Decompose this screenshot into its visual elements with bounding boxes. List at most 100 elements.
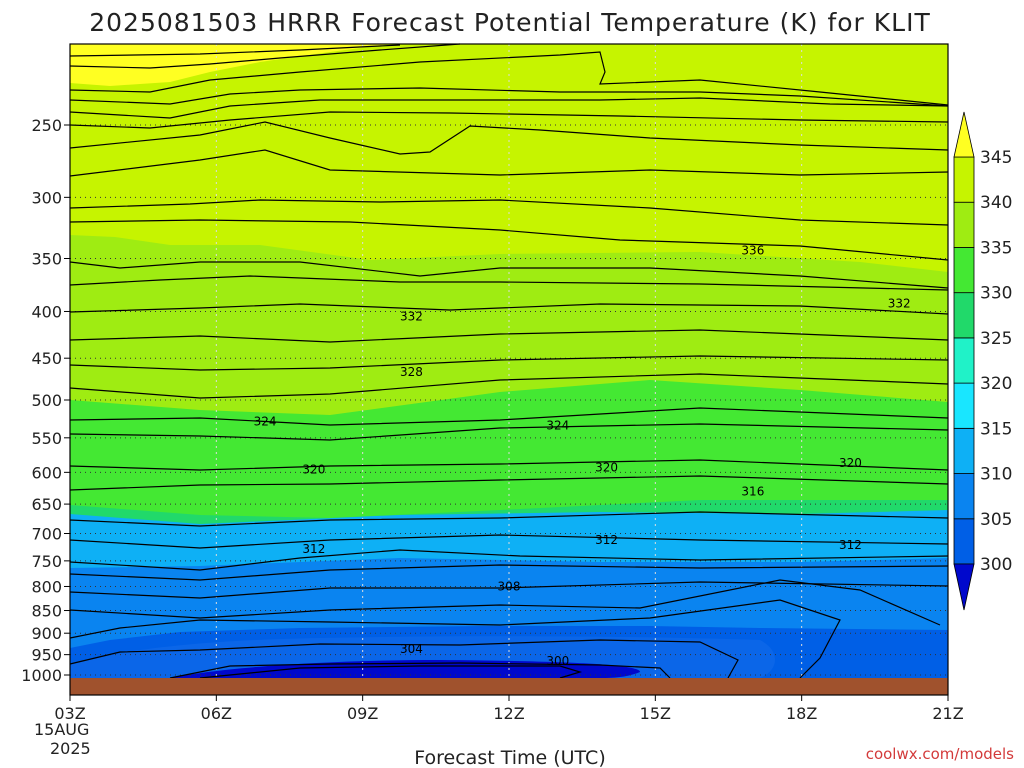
- chart-title: 2025081503 HRRR Forecast Potential Tempe…: [89, 8, 931, 37]
- y-tick-label: 1000: [21, 666, 62, 685]
- contour-line: [69, 373, 949, 399]
- plot-area: 336 332 332 328 324 324 320 320 320 316 312 312 312 3…: [69, 43, 949, 696]
- x-date-day: 15AUG: [34, 720, 89, 739]
- contour-label: 336: [741, 243, 764, 257]
- x-tick-label: 03Z: [54, 704, 85, 723]
- contour-label: 304: [400, 642, 423, 656]
- colorbar-bin: [953, 427, 975, 474]
- x-tick-label: 06Z: [201, 704, 232, 723]
- y-tick-label: 500: [31, 391, 62, 410]
- colorbar-bin: [953, 156, 975, 203]
- contour-line: [199, 665, 583, 679]
- y-tick-label: 750: [31, 552, 62, 571]
- y-tick-label: 700: [31, 524, 62, 543]
- colorbar-tick-label: 345: [980, 148, 1012, 168]
- contour-label: 300: [546, 654, 569, 668]
- contour-label: 324: [546, 418, 569, 432]
- y-tick-label: 550: [31, 429, 62, 448]
- y-tick-label: 800: [31, 577, 62, 596]
- contour-label: 332: [888, 296, 911, 310]
- colorbar-tick-label: 305: [980, 510, 1012, 530]
- contour-line: [69, 51, 949, 106]
- contour-line: [69, 579, 941, 626]
- contour-line: [69, 549, 949, 571]
- contour-line: [69, 355, 949, 371]
- colorbar-bin: [953, 382, 975, 429]
- contour-lines: [69, 43, 949, 679]
- contour-label: 320: [839, 456, 862, 470]
- contour-line: [69, 303, 949, 315]
- contour-label: 328: [400, 365, 423, 379]
- colorbar-bin: [953, 292, 975, 339]
- colorbar-tick-label: 330: [980, 284, 1012, 304]
- contour-line: [69, 121, 949, 155]
- contour-labels: 336 332 332 328 324 324 320 320 320 316 312 312 312 3…: [254, 243, 911, 668]
- contour-line: [169, 662, 671, 679]
- contour-line: [69, 599, 841, 679]
- contour-label: 312: [595, 533, 618, 547]
- x-tick-label: 21Z: [932, 704, 963, 723]
- pool-below-300: [170, 660, 640, 678]
- y-tick-label: 450: [31, 349, 62, 368]
- colorbar: 300 305 310 315 320 325 330 335 340 345: [953, 111, 1012, 611]
- colorbar-tick-label: 300: [980, 555, 1012, 575]
- x-axis: 03Z 06Z 09Z 12Z 15Z 18Z 21Z: [54, 695, 964, 723]
- contour-line: [69, 261, 949, 289]
- y-tick-label: 250: [31, 116, 62, 135]
- x-tick-label: 18Z: [786, 704, 817, 723]
- colorbar-extend-top: [953, 111, 975, 158]
- contour-line: [69, 423, 949, 441]
- contour-line: [69, 511, 949, 527]
- y-tick-label: 600: [31, 463, 62, 482]
- contour-line: [69, 639, 739, 679]
- colorbar-bin: [953, 518, 975, 565]
- contour-label: 320: [302, 463, 325, 477]
- contour-line: [69, 149, 949, 177]
- x-axis-title: Forecast Time (UTC): [414, 747, 605, 768]
- contour-label: 312: [839, 538, 862, 552]
- colorbar-bin: [953, 201, 975, 248]
- contour-label: 320: [595, 461, 618, 475]
- colorbar-tick-label: 340: [980, 193, 1012, 213]
- colorbar-tick-label: 310: [980, 465, 1012, 485]
- y-tick-label: 650: [31, 495, 62, 514]
- x-date-year: 2025: [50, 739, 91, 758]
- y-tick-label: 850: [31, 602, 62, 621]
- credit-link[interactable]: coolwx.com/models: [866, 745, 1014, 763]
- contour-line: [69, 44, 401, 57]
- colorbar-extend-bottom: [953, 563, 975, 611]
- contour-line: [69, 459, 949, 471]
- colorbar-tick-label: 320: [980, 374, 1012, 394]
- y-tick-label: 400: [31, 302, 62, 321]
- contour-label: 324: [254, 415, 277, 429]
- colorbar-bin: [953, 337, 975, 384]
- y-axis: 250 300 350 400 450 500 550 600 650 700 750 800 850 9…: [21, 116, 70, 685]
- colorbar-bin: [953, 473, 975, 520]
- x-tick-label: 15Z: [640, 704, 671, 723]
- contour-line: [69, 534, 949, 549]
- y-tick-label: 950: [31, 646, 62, 665]
- contour-line: [69, 564, 949, 581]
- contour-line: [69, 581, 949, 599]
- y-tick-label: 900: [31, 624, 62, 643]
- y-tick-label: 300: [31, 188, 62, 207]
- contour-line: [69, 329, 949, 343]
- contour-line: [69, 407, 949, 426]
- contour-label: 308: [498, 579, 521, 593]
- colorbar-bin: [953, 247, 975, 294]
- colorbar-tick-label: 325: [980, 329, 1012, 349]
- y-tick-label: 350: [31, 249, 62, 268]
- contour-label: 332: [400, 309, 423, 323]
- contour-line: [69, 219, 949, 261]
- contour-label: 316: [741, 485, 764, 499]
- contour-label: 312: [302, 542, 325, 556]
- contour-line: [69, 475, 949, 491]
- contour-line: [69, 111, 949, 129]
- contour-line: [69, 199, 949, 226]
- x-tick-label: 09Z: [347, 704, 378, 723]
- colorbar-tick-label: 335: [980, 238, 1012, 258]
- ground-surface: [70, 678, 948, 695]
- contour-line: [69, 43, 461, 69]
- x-tick-label: 12Z: [493, 704, 524, 723]
